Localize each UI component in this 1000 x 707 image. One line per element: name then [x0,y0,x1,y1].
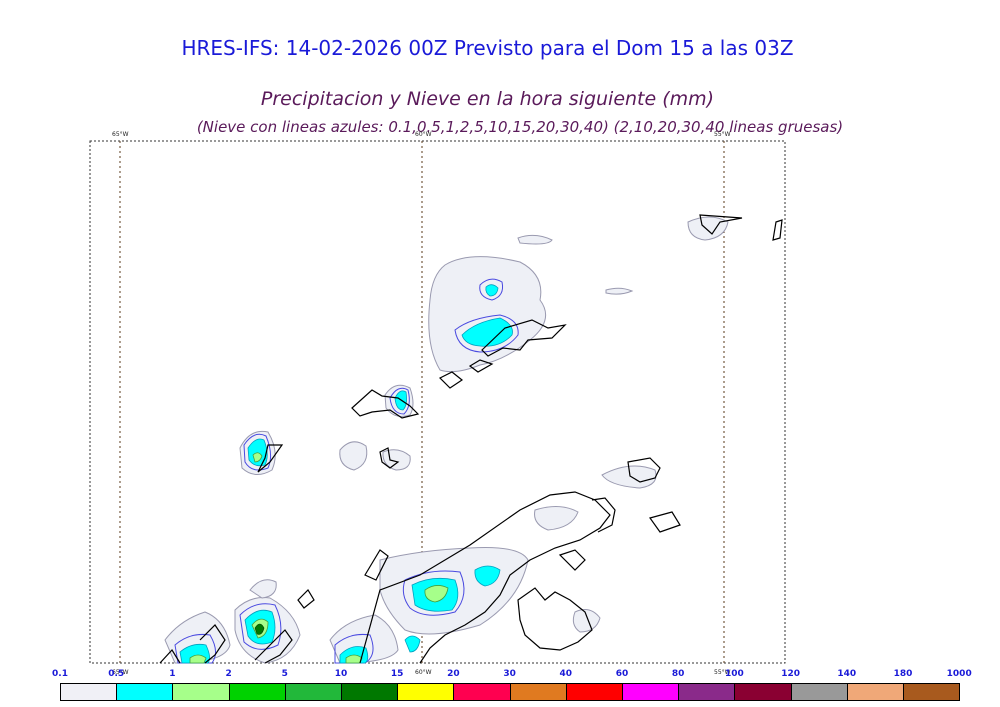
colorbar-level-label: 30 [503,669,516,679]
colorbar-swatch [678,683,736,701]
colorbar-level-label: 180 [893,669,913,679]
colorbar-swatch [397,683,455,701]
colorbar-level-label: 140 [837,669,857,679]
colorbar-level-label: 40 [559,669,573,679]
colorbar-swatch [903,683,961,701]
colorbar-swatch [453,683,511,701]
colorbar-swatch [284,683,342,701]
precip-green-areas [189,452,449,664]
map-title: HRES-IFS: 14-02-2026 00Z Previsto para e… [181,36,794,60]
colorbar-swatch [172,683,230,701]
map-subtitle: Precipitacion y Nieve en la hora siguien… [260,88,715,110]
colorbar-swatch [341,683,399,701]
colorbar-level-label: 20 [447,669,460,679]
colorbar-level-label: 120 [781,669,800,679]
precip-dark-green [254,623,265,635]
colorbar-level-label: 1 [169,669,176,679]
colorbar-swatch [60,683,118,701]
colorbar-swatch [228,683,286,701]
snow-contours [174,278,519,664]
colorbar-level-label: 1000 [946,669,972,679]
colorbar-level-label: 0.1 [52,669,68,679]
colorbar-level-label: 100 [724,669,744,679]
colorbar-swatch [734,683,792,701]
colorbar-level-label: 60 [615,669,629,679]
colorbar-level-label: 15 [390,669,404,679]
meridian-label-top-65w: 65°W [112,131,129,138]
meridian-label-top-60w: 60°W [415,131,432,138]
colorbar-swatch [509,683,567,701]
colorbar-swatch [622,683,680,701]
colorbar-swatch [790,683,848,701]
colorbar-swatch [565,683,623,701]
meridian-label-bottom-60w: 60°W [415,669,432,676]
colorbar-level-label: 80 [671,669,685,679]
colorbar-level-label: 5 [281,669,288,679]
map-legend-note: (Nieve con lineas azules: 0.1,0.5,1,2,5,… [196,118,844,136]
colorbar-level-label: 10 [334,669,348,679]
meridian-label-top-55w: 55°W [714,131,731,138]
colorbar-level-label: 2 [225,669,232,679]
colorbar-swatch [116,683,174,701]
meridian-label-bottom-65w: 65°W [112,669,129,676]
colorbar-level-label: 0.5 [108,669,125,679]
coastlines [159,214,783,664]
meridian-label-bottom-55w: 55°W [714,669,731,676]
colorbar-swatch [846,683,904,701]
